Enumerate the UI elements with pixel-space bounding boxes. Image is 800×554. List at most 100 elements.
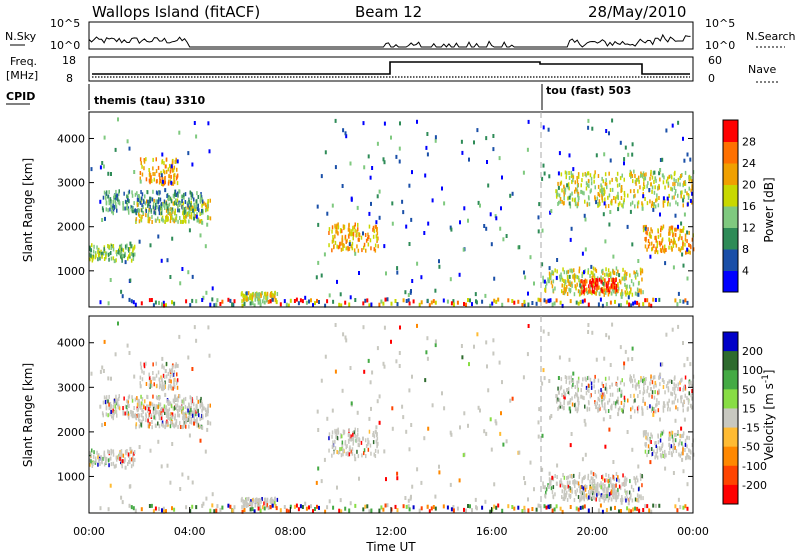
velocity-cell — [683, 363, 686, 368]
velocity-cell — [151, 383, 153, 388]
velocity-cell — [560, 481, 563, 486]
power-cell — [593, 273, 596, 278]
velocity-cell — [96, 450, 98, 455]
velocity-cell — [509, 398, 512, 403]
power-cell — [431, 198, 434, 203]
velocity-cell — [165, 361, 168, 366]
power-cell — [679, 176, 681, 180]
power-cell — [337, 222, 339, 227]
velocity-cell — [420, 480, 423, 485]
power-cell — [571, 281, 573, 286]
velocity-cell — [136, 408, 139, 413]
power-cell — [161, 152, 164, 157]
velocity-cell — [245, 497, 248, 502]
power-cell — [492, 134, 495, 138]
velocity-cell — [626, 506, 629, 511]
power-cell — [600, 275, 602, 280]
power-cell — [557, 192, 559, 197]
velocity-cell — [156, 404, 158, 409]
power-cell — [131, 190, 133, 195]
power-cell — [587, 302, 590, 307]
power-cell — [200, 211, 203, 216]
velocity-cell — [382, 361, 385, 366]
power-cell — [643, 182, 645, 187]
power-cell — [178, 130, 181, 135]
velocity-cell — [118, 451, 121, 456]
velocity-cell — [590, 476, 593, 481]
power-cell — [631, 200, 634, 205]
power-cell — [610, 274, 612, 279]
power-cell — [121, 247, 123, 252]
velocity-cell — [331, 408, 334, 413]
power-colorbar-swatch-2 — [723, 227, 738, 250]
velocity-cell — [614, 401, 617, 406]
power-cell — [326, 211, 329, 216]
velocity-colorbar-swatch-4 — [723, 408, 738, 429]
power-cell — [404, 290, 407, 295]
velocity-cell — [438, 464, 440, 469]
velocity-cell — [209, 421, 212, 426]
velocity-cell — [112, 404, 114, 409]
power-cell — [152, 172, 154, 176]
power-cell — [521, 303, 524, 307]
velocity-cell — [253, 509, 256, 514]
power-cell — [172, 217, 174, 222]
velocity-cell — [395, 359, 398, 364]
power-cell — [620, 188, 622, 193]
power-cell — [170, 164, 173, 169]
velocity-cell — [650, 432, 652, 437]
velocity-cell — [638, 384, 640, 389]
power-cell — [680, 229, 683, 233]
velocity-cell — [617, 492, 620, 497]
velocity-cell — [256, 498, 259, 503]
velocity-cell — [399, 325, 401, 330]
power-cell — [562, 291, 565, 295]
velocity-cell — [148, 424, 150, 429]
power-cell — [376, 231, 379, 236]
velocity-cell — [673, 400, 675, 405]
velocity-cell — [563, 484, 565, 489]
power-cell — [155, 179, 158, 184]
power-cell — [250, 296, 252, 301]
velocity-cell — [193, 402, 195, 407]
power-cell — [630, 202, 632, 207]
velocity-cell — [547, 331, 550, 336]
velocity-cell — [647, 385, 649, 390]
velocity-cell — [608, 483, 610, 488]
power-cell — [679, 248, 682, 253]
power-cell — [211, 297, 214, 302]
velocity-cell — [356, 434, 358, 439]
velocity-cell — [340, 453, 343, 458]
velocity-cell — [285, 508, 288, 513]
velocity-colorbar-label-3: 15 — [742, 402, 756, 415]
velocity-cell — [272, 498, 274, 503]
power-cell — [423, 231, 426, 235]
velocity-cell — [130, 457, 133, 462]
velocity-cell — [620, 498, 622, 503]
power-cell — [161, 302, 163, 307]
power-cell — [154, 172, 156, 177]
power-colorbar-label-6: 28 — [742, 136, 756, 149]
power-cell — [146, 199, 148, 204]
power-cell — [617, 286, 620, 291]
velocity-cell — [130, 412, 133, 417]
power-cell — [590, 181, 593, 186]
power-cell — [613, 285, 616, 290]
power-cell — [138, 219, 141, 224]
power-cell — [162, 218, 164, 223]
velocity-cell — [668, 437, 670, 442]
velocity-cell — [181, 472, 184, 477]
power-cell — [548, 271, 551, 276]
power-cell — [662, 180, 665, 185]
power-cell — [563, 286, 566, 291]
power-cell — [162, 300, 165, 305]
power-cell — [591, 275, 593, 280]
velocity-cell — [634, 479, 636, 484]
velocity-cell — [647, 449, 650, 454]
velocity-cell — [615, 483, 617, 488]
velocity-cell — [368, 429, 371, 434]
velocity-cell — [655, 444, 657, 448]
velocity-cell — [632, 383, 634, 388]
power-cell — [676, 302, 679, 307]
velocity-cell — [596, 489, 598, 494]
